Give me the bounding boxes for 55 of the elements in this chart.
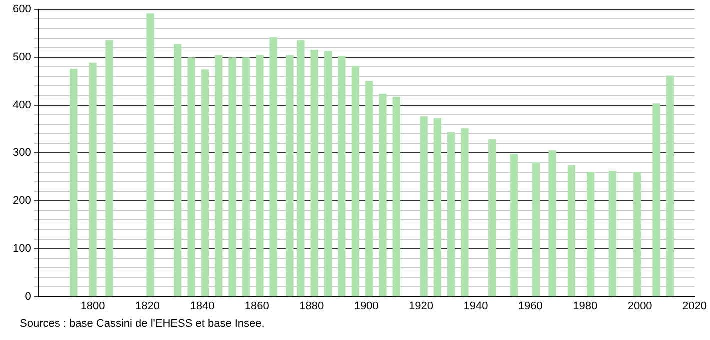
source-note: Sources : base Cassini de l'EHESS et base Insee. <box>20 318 265 330</box>
y-tick-label: 100 <box>12 242 32 255</box>
x-tick-label: 1800 <box>80 300 106 312</box>
bar <box>70 69 78 297</box>
bar <box>201 70 210 297</box>
y-tick-label: 600 <box>12 4 32 16</box>
y-tick-label: 500 <box>12 52 32 64</box>
bar <box>256 55 264 297</box>
x-tick-label: 1940 <box>464 300 488 312</box>
y-tick-label: 400 <box>12 99 32 112</box>
bar <box>174 44 182 297</box>
bar <box>338 56 346 297</box>
bar <box>365 81 374 297</box>
bar <box>548 150 556 297</box>
bar <box>379 94 387 297</box>
bar <box>461 128 469 297</box>
bar <box>297 40 305 297</box>
bar <box>392 96 400 297</box>
x-tick-label: 1820 <box>136 300 160 312</box>
bar <box>286 55 294 297</box>
x-tick-label: 1920 <box>409 300 434 312</box>
bar <box>434 118 442 297</box>
bar <box>420 116 428 297</box>
bar <box>310 50 318 297</box>
bar <box>215 55 223 297</box>
x-tick-label: 1860 <box>244 300 270 312</box>
x-tick-label: 1980 <box>573 300 598 312</box>
bar <box>270 38 278 297</box>
y-tick-label: 200 <box>12 195 32 208</box>
bar <box>242 58 250 297</box>
bar <box>634 172 642 297</box>
bar <box>352 66 360 297</box>
y-tick-label: 0 <box>25 290 32 303</box>
bar <box>652 104 660 297</box>
x-tick-label: 1960 <box>518 300 543 312</box>
x-tick-label: 2020 <box>682 300 708 312</box>
bar <box>228 58 236 297</box>
bar <box>188 58 196 297</box>
x-tick-label: 1880 <box>300 300 324 312</box>
bar <box>146 14 154 297</box>
y-tick-label: 300 <box>12 147 32 160</box>
x-tick-label: 1900 <box>354 300 379 312</box>
bar <box>587 172 595 297</box>
x-tick-label: 2000 <box>628 300 652 312</box>
bar <box>568 165 576 297</box>
bar <box>666 76 674 297</box>
bar <box>488 139 496 297</box>
bar <box>532 162 540 297</box>
bar <box>89 62 97 297</box>
bar <box>608 171 617 297</box>
bar <box>448 132 456 297</box>
x-tick-label: 1840 <box>190 300 215 312</box>
bar <box>510 154 518 297</box>
bar <box>106 40 114 297</box>
bar <box>324 51 332 297</box>
